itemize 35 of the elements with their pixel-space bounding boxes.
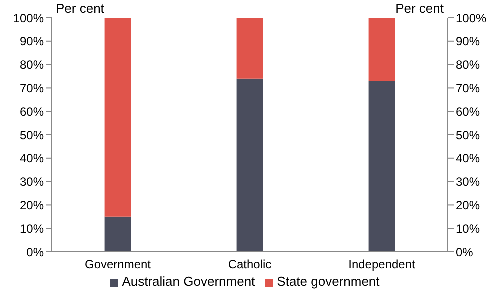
bar bbox=[368, 81, 396, 252]
x-tick-label: Catholic bbox=[228, 258, 272, 272]
y-tick-label: 100% bbox=[13, 11, 44, 26]
y-tick-label: 20% bbox=[20, 198, 44, 212]
bar bbox=[236, 78, 264, 252]
y2-tick-label: 80% bbox=[456, 58, 480, 72]
bar bbox=[104, 216, 132, 252]
y2-tick-label: 30% bbox=[456, 175, 480, 190]
x-tick-label: Independent bbox=[348, 258, 416, 272]
bar bbox=[368, 18, 396, 82]
y2-tick-label: 50% bbox=[456, 128, 480, 142]
y2-tick-label: 70% bbox=[456, 81, 480, 96]
bar bbox=[104, 18, 132, 217]
bar bbox=[236, 18, 264, 79]
y2-tick-label: 90% bbox=[456, 34, 480, 49]
y-tick-label: 50% bbox=[20, 128, 44, 142]
y-tick-label: 40% bbox=[20, 152, 44, 166]
y-tick-label: 30% bbox=[20, 175, 44, 190]
y-tick-label: 90% bbox=[20, 34, 44, 49]
y2-tick-label: 60% bbox=[456, 104, 480, 119]
y-tick-label: 10% bbox=[20, 222, 44, 236]
y-tick-label: 70% bbox=[20, 81, 44, 96]
legend-label: Australian Government bbox=[122, 274, 256, 289]
y2-axis-title: Per cent bbox=[396, 1, 444, 16]
y2-tick-label: 100% bbox=[456, 11, 488, 26]
y2-tick-label: 40% bbox=[456, 152, 480, 166]
y-tick-label: 0% bbox=[26, 245, 44, 260]
y2-tick-label: 0% bbox=[456, 245, 474, 260]
y-tick-label: 80% bbox=[20, 58, 44, 72]
y2-tick-label: 20% bbox=[456, 198, 480, 212]
y-axis-title: Per cent bbox=[56, 1, 104, 16]
y2-tick-label: 10% bbox=[456, 222, 480, 236]
legend-label: State government bbox=[277, 274, 380, 289]
y-tick-label: 60% bbox=[20, 104, 44, 119]
x-tick-label: Government bbox=[84, 258, 152, 272]
